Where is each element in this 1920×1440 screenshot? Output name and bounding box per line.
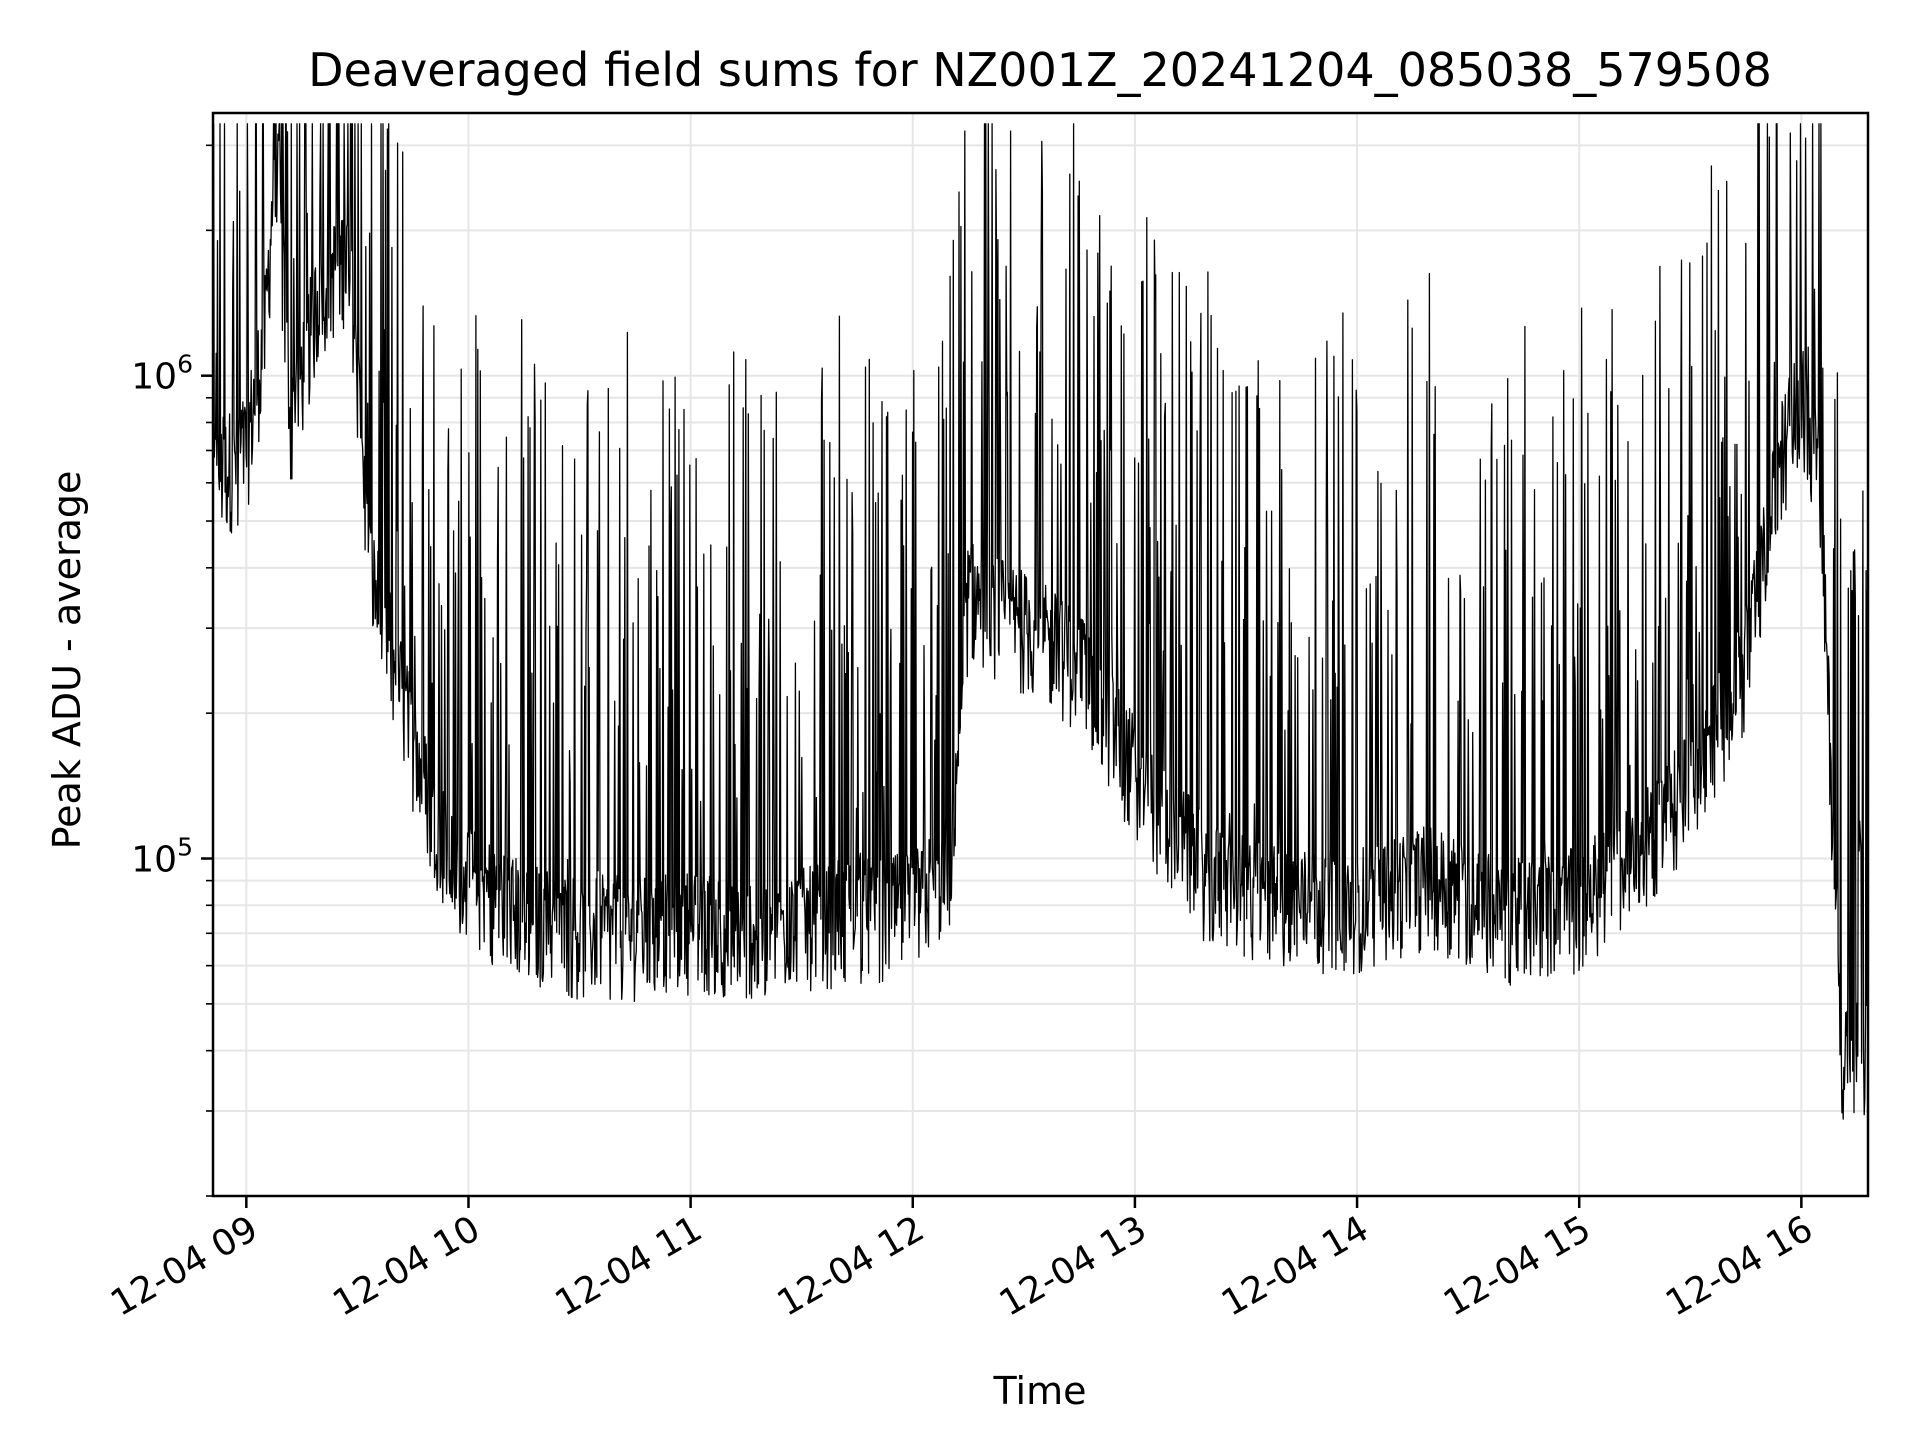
- series-line: [212, 123, 1869, 1120]
- series-layer: [212, 123, 1869, 1120]
- y-axis-label: Peak ADU - average: [45, 471, 89, 850]
- x-axis-label: Time: [993, 1369, 1087, 1413]
- y-tick-label: 106: [131, 350, 193, 398]
- y-tick-label: 105: [131, 833, 193, 881]
- axis-ticks: [201, 144, 1803, 1208]
- chart-title: Deaveraged field sums for NZ001Z_2024120…: [308, 43, 1772, 97]
- plot-frame: [211, 111, 1870, 1198]
